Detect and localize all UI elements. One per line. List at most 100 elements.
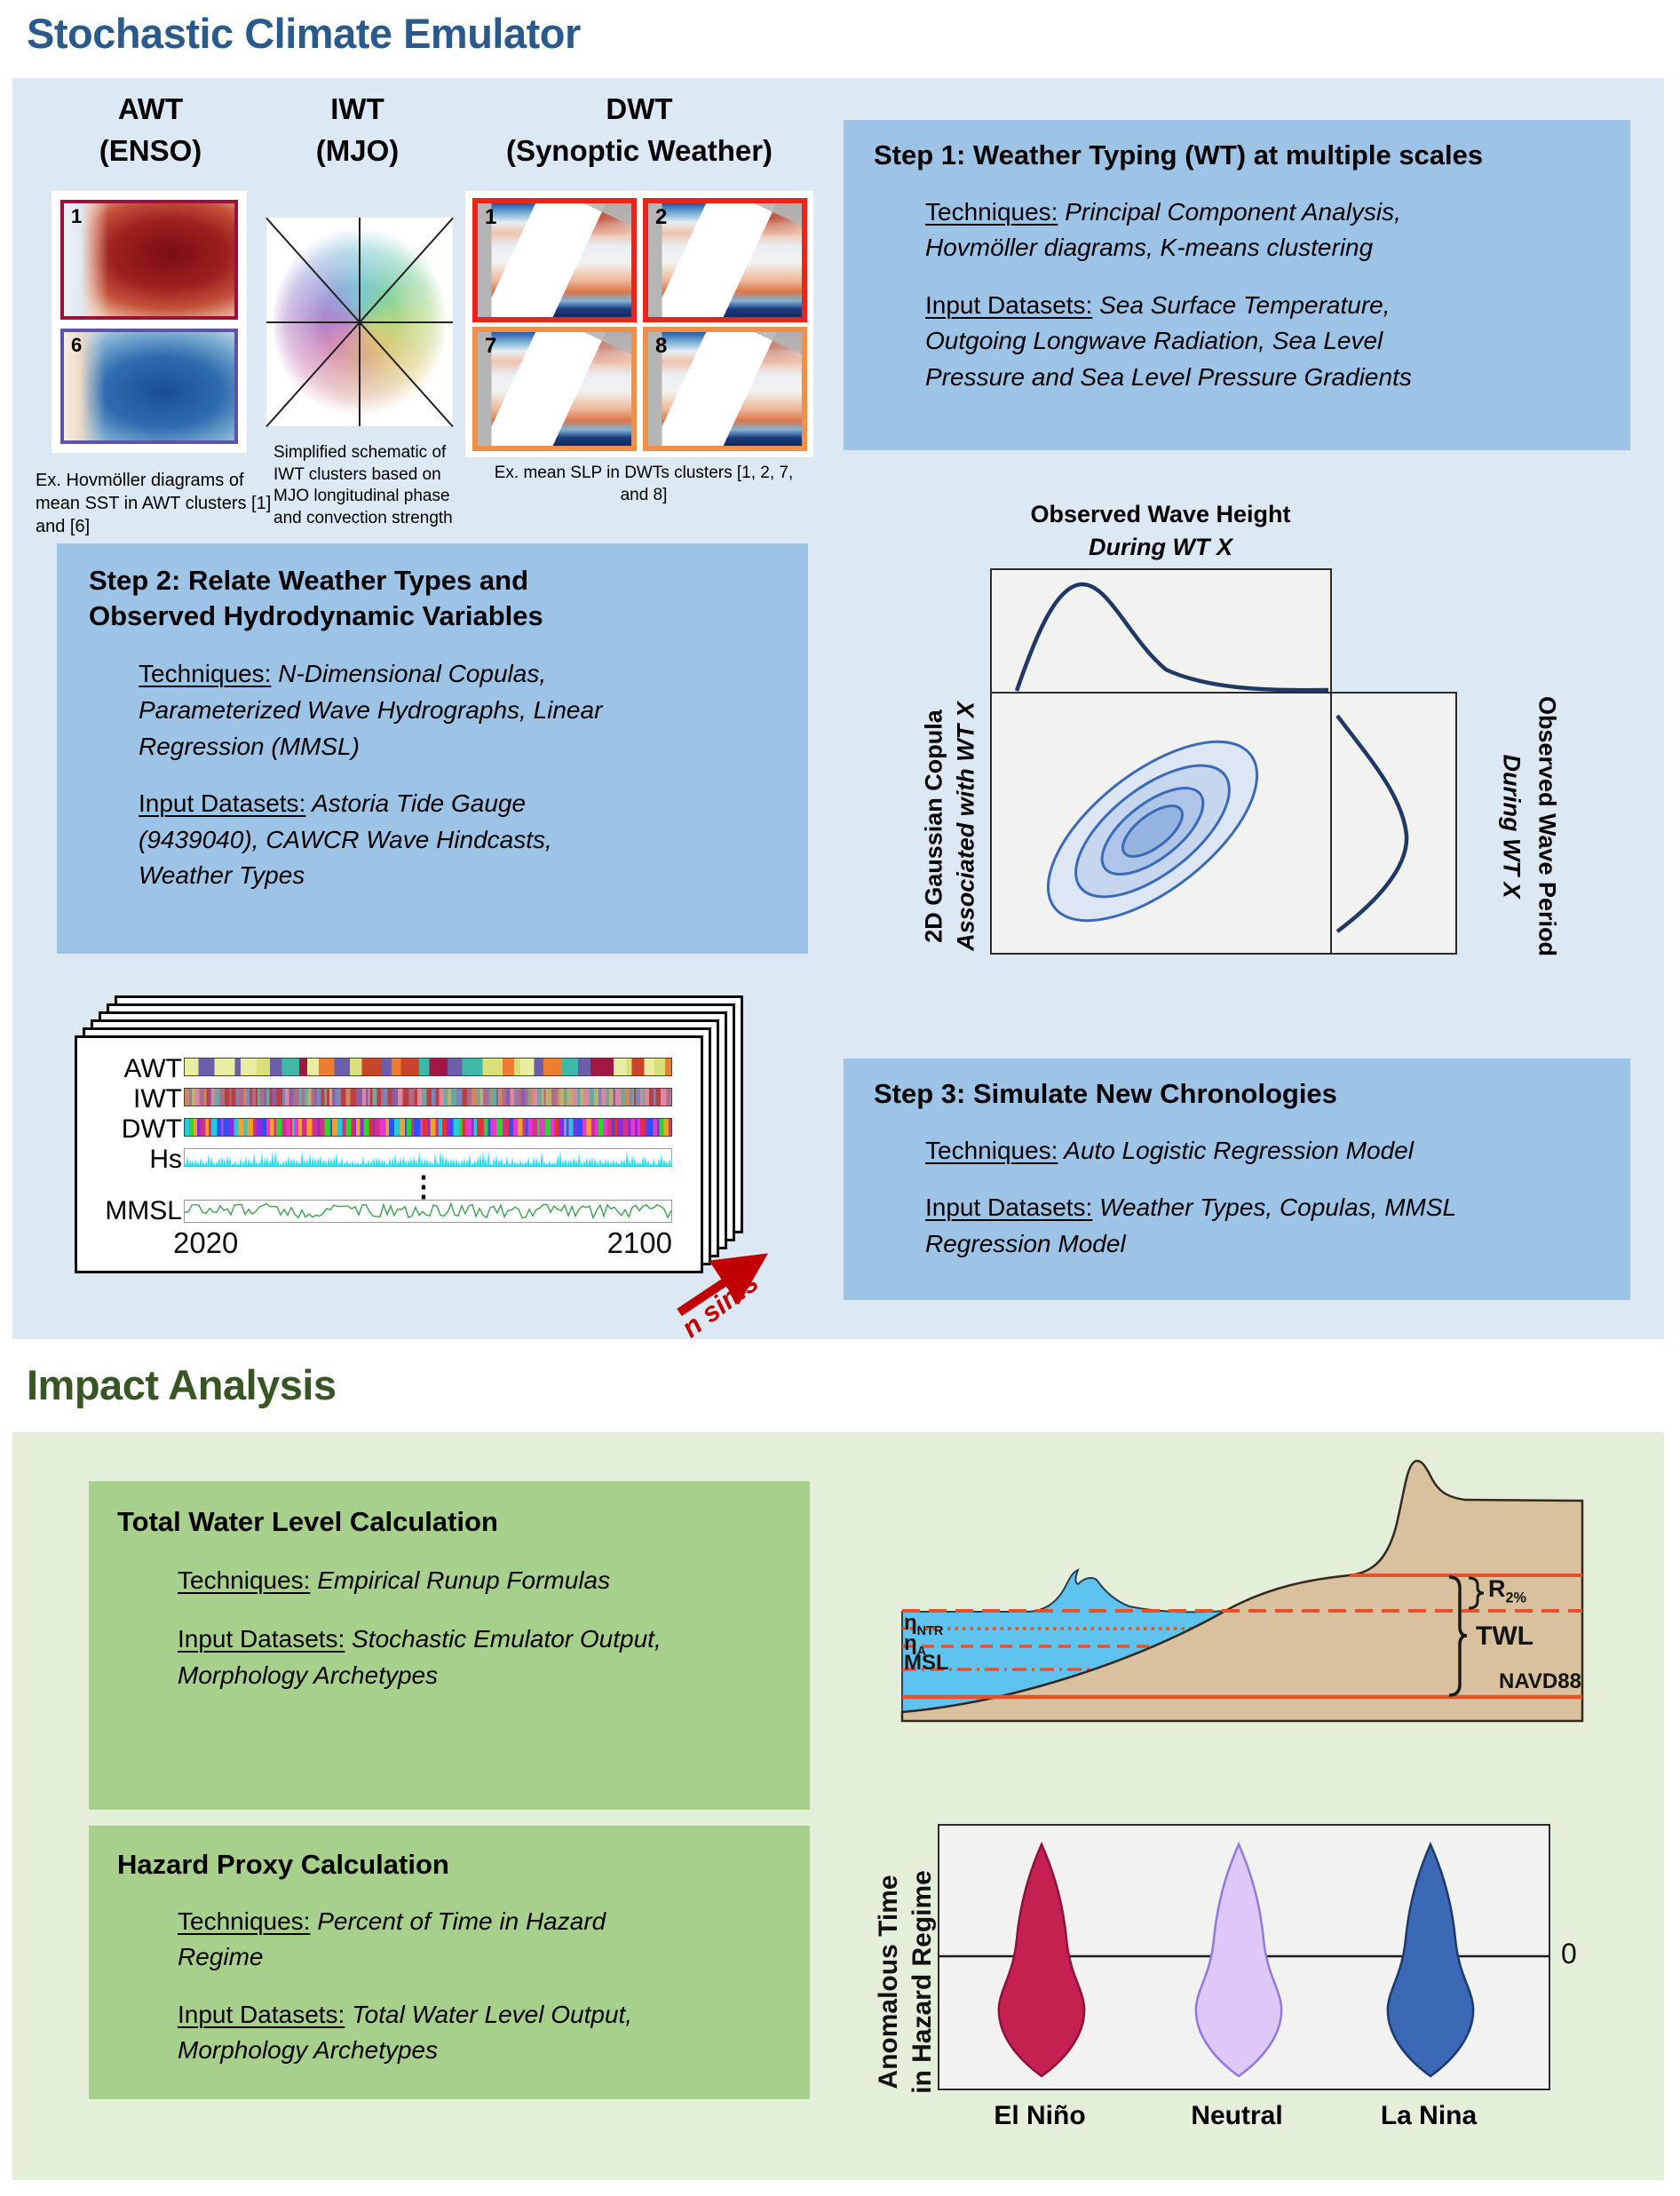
wave-period-pdf-curve: [1335, 714, 1409, 933]
r2-brace: [1468, 1576, 1485, 1610]
step3-box: Step 3: Simulate New Chronologies Techni…: [844, 1058, 1630, 1300]
beach-profile-diagram: [900, 1459, 1584, 1723]
copula-top-subtitle: During WT X: [1089, 534, 1232, 560]
msl-label: MSL: [904, 1651, 949, 1675]
dwt-chronology-strip: [184, 1118, 672, 1137]
ellipsis: ⋮: [409, 1170, 438, 1202]
copula-left-subtitle: Associated with WT X: [952, 702, 979, 951]
awt-caption: Ex. Hovmöller diagrams of mean SST in AW…: [36, 471, 272, 536]
x-axis-end-year: 2100: [606, 1226, 672, 1259]
twl-box: Total Water Level Calculation Techniques…: [89, 1481, 810, 1810]
step3-techniques: Techniques: Auto Logistic Regression Mod…: [925, 1136, 1414, 1164]
twl-label: TWL: [1476, 1621, 1533, 1651]
hs-timeseries-strip: [184, 1148, 672, 1167]
awt-cluster1-label: 1: [71, 205, 83, 227]
copula-top-title: Observed Wave Height: [1030, 501, 1291, 527]
step3-techniques-label: Techniques:: [925, 1136, 1058, 1164]
hazard-box: Hazard Proxy Calculation Techniques: Per…: [89, 1826, 810, 2099]
copula-left-title: 2D Gaussian Copula: [920, 710, 947, 943]
violin-shapes: [939, 1843, 1549, 2078]
twl-techniques: Techniques: Empirical Runup Formulas: [178, 1566, 611, 1594]
mmsl-timeseries-strip: [184, 1200, 672, 1223]
step2-techniques-label: Techniques:: [139, 660, 272, 688]
copula-ellipses: [1046, 740, 1259, 923]
awt-header-name: AWT: [117, 92, 184, 125]
iwt-header-scale: (MJO): [315, 133, 400, 167]
step1-inputs-label: Input Datasets:: [925, 290, 1093, 319]
eta-a-label: ηA: [904, 1631, 927, 1659]
sim-row-label-dwt: DWT: [121, 1114, 182, 1144]
iwt-schematic: [265, 217, 454, 427]
step3-title: Step 3: Simulate New Chronologies: [874, 1078, 1337, 1109]
violin-cat-el-nino: El Niño: [994, 2101, 1086, 2130]
sim-card-front: AWT IWT DWT Hs MMSL ⋮ 2020 2100: [75, 1035, 703, 1273]
dwt-tile-1-label: 1: [485, 205, 497, 229]
twl-title: Total Water Level Calculation: [117, 1506, 498, 1537]
dwt-tile-1: 1: [472, 198, 637, 322]
violin-cat-la-nina: La Nina: [1380, 2101, 1478, 2130]
violin-y-axis-label: Anomalous Time in Hazard Regime: [874, 1870, 937, 2094]
dwt-tile-2: 2: [643, 198, 807, 322]
n-sims-arrow: [677, 1253, 768, 1317]
awt-cluster1-image: 1: [60, 200, 238, 320]
copula-top-marginal: [990, 568, 1332, 694]
sim-row-label-awt: AWT: [123, 1054, 182, 1083]
r2-label: R2%: [1488, 1575, 1526, 1606]
dwt-tile-7: 7: [472, 327, 637, 451]
twl-inputs-label: Input Datasets:: [178, 1625, 345, 1653]
sim-row-label-hs: Hs: [149, 1145, 182, 1174]
wave-height-pdf-curve: [1014, 582, 1329, 693]
awt-header: AWT (ENSO): [55, 89, 246, 172]
violin-la-nina: [1386, 1843, 1475, 2078]
twl-inputs: Input Datasets: Stochastic Emulator Outp…: [178, 1625, 662, 1689]
dwt-header-scale: (Synoptic Weather): [505, 133, 773, 167]
awt-chronology-strip: [184, 1058, 672, 1076]
copula-right-title: Observed Wave Period: [1533, 695, 1561, 957]
copula-main-plot: [990, 692, 1332, 955]
step2-title: Step 2: Relate Weather Types and Observe…: [89, 565, 543, 631]
dwt-header: DWT (Synoptic Weather): [462, 89, 817, 172]
copula-right-marginal: [1332, 692, 1457, 955]
step3-inputs: Input Datasets: Weather Types, Copulas, …: [925, 1193, 1457, 1257]
dwt-tile-8: 8: [643, 327, 807, 451]
dwt-header-name: DWT: [606, 92, 673, 125]
copula-right-subtitle: During WT X: [1498, 754, 1525, 899]
iwt-caption: Simplified schematic of IWT clusters bas…: [273, 443, 453, 528]
awt-cluster6-image: 6: [60, 329, 238, 444]
page-title: Stochastic Climate Emulator: [27, 10, 581, 57]
step1-techniques: Techniques: Principal Component Analysis…: [925, 197, 1401, 262]
awt-header-scale: (ENSO): [99, 133, 202, 167]
x-axis-start-year: 2020: [173, 1226, 239, 1259]
step2-techniques: Techniques: N-Dimensional Copulas, Param…: [139, 660, 603, 760]
hazard-techniques: Techniques: Percent of Time in Hazard Re…: [178, 1907, 606, 1971]
twl-brace: [1448, 1575, 1468, 1697]
violin-plot: [938, 1824, 1550, 2090]
step1-techniques-label: Techniques:: [925, 197, 1058, 226]
step1-title: Step 1: Weather Typing (WT) at multiple …: [874, 139, 1484, 170]
step2-inputs-label: Input Datasets:: [139, 789, 306, 818]
dwt-tile-7-label: 7: [485, 334, 497, 358]
impact-title: Impact Analysis: [27, 1361, 337, 1408]
navd88-label: NAVD88: [1499, 1669, 1581, 1693]
hazard-title: Hazard Proxy Calculation: [117, 1849, 449, 1880]
awt-cluster6-label: 6: [71, 334, 83, 356]
hazard-techniques-label: Techniques:: [178, 1907, 311, 1935]
step1-inputs: Input Datasets: Sea Surface Temperature,…: [925, 290, 1412, 392]
eta-ntr-label: ηNTR: [904, 1611, 944, 1638]
iwt-chronology-strip: [184, 1088, 672, 1106]
twl-techniques-label: Techniques:: [178, 1566, 311, 1594]
violin-el-nino: [997, 1843, 1086, 2078]
zero-tick-label: 0: [1561, 1938, 1577, 1970]
dwt-tile-2-label: 2: [655, 205, 668, 229]
sim-row-label-mmsl: MMSL: [105, 1196, 182, 1225]
sand-profile-shape: [900, 1459, 1584, 1723]
hazard-inputs-label: Input Datasets:: [178, 2000, 345, 2028]
hazard-inputs: Input Datasets: Total Water Level Output…: [178, 2000, 633, 2065]
violin-cat-neutral: Neutral: [1191, 2101, 1283, 2130]
violin-neutral: [1194, 1843, 1283, 2078]
dwt-caption: Ex. mean SLP in DWTs clusters [1, 2, 7, …: [494, 464, 794, 504]
sim-row-label-iwt: IWT: [133, 1084, 182, 1114]
dwt-tile-8-label: 8: [655, 334, 668, 358]
step2-box: Step 2: Relate Weather Types and Observe…: [57, 543, 808, 954]
